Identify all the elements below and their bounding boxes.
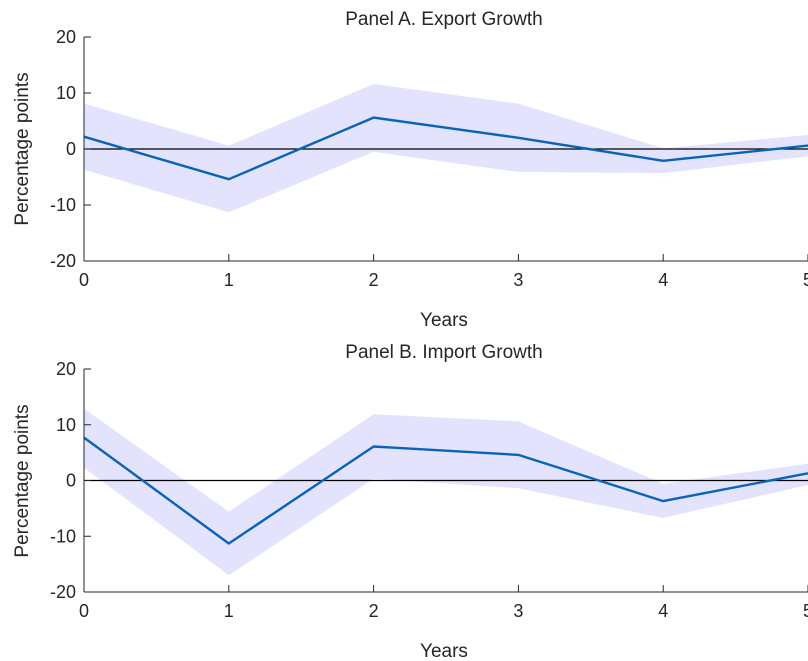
panel-a-x-tick-label: 2 [369, 270, 379, 290]
panel-a-x-tick-label: 5 [803, 270, 808, 290]
panel-a: Panel A. Export Growth 20 10 0 -10 -20 0 1 2 3 4… [12, 9, 808, 331]
panel-a-y-tick-label: 0 [66, 139, 76, 159]
panel-a-y-axis-label: Percentage points [12, 72, 33, 225]
panel-a-y-tick-label: -10 [50, 195, 76, 215]
panel-b-confidence-band [84, 408, 808, 576]
panel-b-x-tick-label: 3 [513, 601, 523, 621]
panel-b-title: Panel B. Import Growth [345, 342, 542, 363]
panel-b-y-tick-label: 0 [66, 471, 76, 491]
panel-b-x-tick-label: 2 [369, 601, 379, 621]
panel-a-x-tick-label: 3 [513, 270, 523, 290]
panel-b-x-tick-label: 4 [658, 601, 668, 621]
panel-b-y-tick-label: 10 [56, 415, 76, 435]
panel-a-title: Panel A. Export Growth [345, 9, 543, 30]
panel-b-y-tick-label: 20 [56, 359, 76, 379]
panel-a-x-tick-label: 0 [79, 270, 89, 290]
panel-a-y-tick-label: -20 [50, 251, 76, 271]
panel-a-y-tick-label: 10 [56, 83, 76, 103]
panel-b: Panel B. Import Growth 20 10 0 -10 -20 0 1 2 3 4… [12, 342, 808, 661]
panel-a-y-tick-label: 20 [56, 27, 76, 47]
panel-a-series-line [83, 116, 808, 181]
panel-b-x-tick-label: 5 [803, 601, 808, 621]
panel-a-x-tick-label: 4 [658, 270, 668, 290]
panel-a-x-axis-label: Years [420, 310, 468, 331]
panel-b-y-tick-label: -10 [50, 526, 76, 546]
panel-b-x-tick-label: 0 [79, 601, 89, 621]
panel-b-plot-area: 20 10 0 -10 -20 0 1 2 3 4 5 [50, 359, 808, 621]
panel-b-series-line [83, 436, 808, 545]
panel-b-x-axis-label: Years [420, 641, 468, 661]
panel-b-x-tick-label: 1 [224, 601, 234, 621]
panel-b-y-tick-label: -20 [50, 582, 76, 602]
panel-b-y-axis-label: Percentage points [12, 404, 33, 557]
panel-a-x-tick-label: 1 [224, 270, 234, 290]
panel-a-confidence-band [84, 84, 808, 213]
panel-a-plot-area: 20 10 0 -10 -20 0 1 2 3 4 5 [50, 27, 808, 290]
